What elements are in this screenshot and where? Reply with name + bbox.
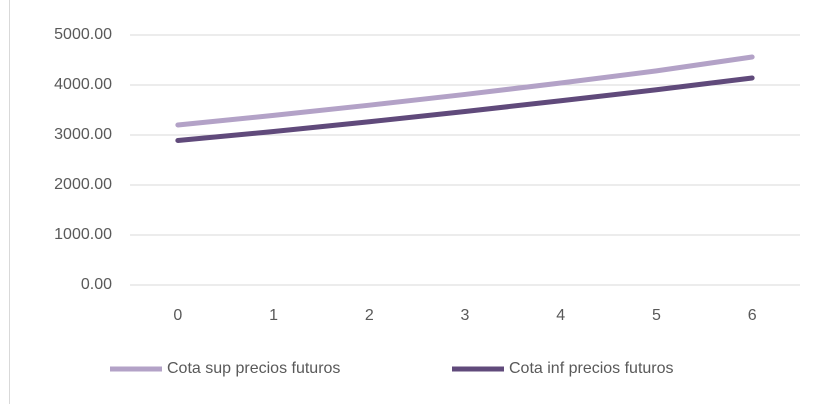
y-tick-label: 0.00 (81, 276, 112, 293)
series-line (175, 75, 755, 143)
legend-label: Cota inf precios futuros (509, 360, 674, 377)
legend-label: Cota sup precios futuros (167, 360, 340, 377)
y-tick-label: 4000.00 (54, 76, 112, 93)
x-tick-label: 1 (269, 307, 278, 324)
x-tick-label: 5 (652, 307, 661, 324)
y-tick-label: 1000.00 (54, 226, 112, 243)
y-tick-label: 5000.00 (54, 26, 112, 43)
x-tick-label: 0 (173, 307, 182, 324)
y-tick-label: 3000.00 (54, 126, 112, 143)
x-tick-label: 3 (461, 307, 470, 324)
x-tick-label: 4 (556, 307, 565, 324)
chart-border (9, 0, 10, 404)
y-tick-label: 2000.00 (54, 176, 112, 193)
x-tick-label: 6 (748, 307, 757, 324)
series-line (175, 54, 755, 128)
x-tick-label: 2 (365, 307, 374, 324)
